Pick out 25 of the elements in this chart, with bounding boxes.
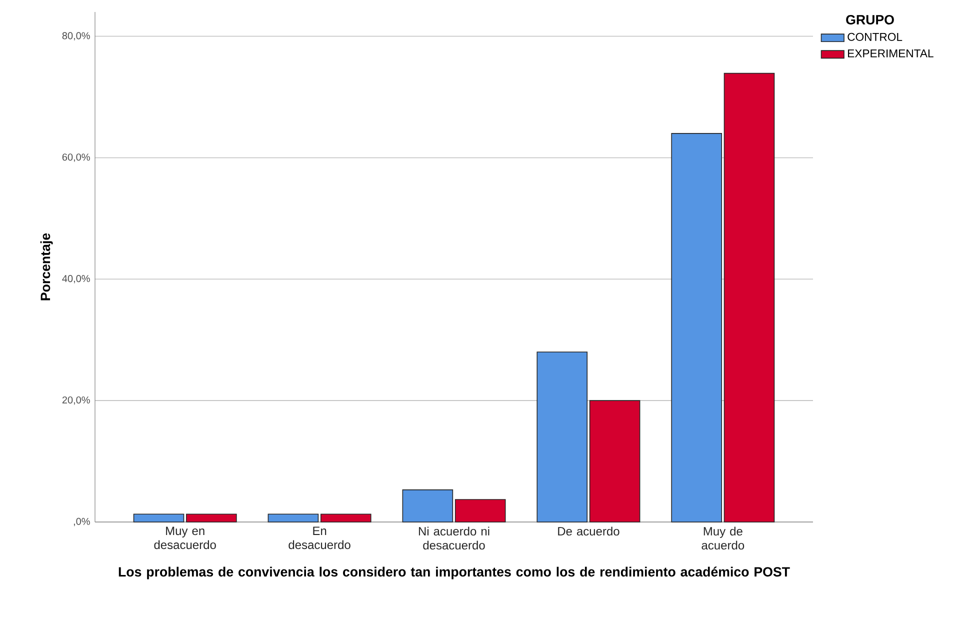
bar bbox=[402, 489, 454, 522]
bar bbox=[268, 514, 319, 522]
bar bbox=[536, 352, 588, 522]
x-tick-label: En desacuerdo bbox=[288, 526, 350, 550]
y-tick-label: 40,0% bbox=[62, 275, 90, 284]
bar bbox=[454, 499, 506, 522]
legend-title: GRUPO bbox=[846, 15, 894, 24]
x-axis-title: Los problemas de convivencia los considero tan importantes como los de rendimiento académico POST bbox=[118, 566, 790, 580]
bar bbox=[671, 133, 722, 522]
legend-label: CONTROL bbox=[848, 32, 902, 41]
x-tick-label: Muy en desacuerdo bbox=[154, 526, 216, 550]
x-tick-label: Ni acuerdo ni desacuerdo bbox=[418, 526, 490, 550]
bar bbox=[589, 400, 640, 522]
y-tick-label: 60,0% bbox=[62, 154, 90, 162]
legend-label: EXPERIMENTAL bbox=[848, 49, 934, 58]
bar bbox=[320, 514, 372, 522]
bar bbox=[186, 514, 237, 522]
y-tick-label: 80,0% bbox=[62, 32, 90, 40]
x-tick-label: De acuerdo bbox=[558, 526, 620, 536]
y-tick-label: ,0% bbox=[74, 518, 90, 526]
bar bbox=[724, 72, 775, 522]
bar bbox=[133, 514, 184, 522]
y-tick-label: 20,0% bbox=[62, 396, 90, 405]
y-axis-title: Porcentaje bbox=[40, 233, 53, 300]
x-tick-label: Muy de acuerdo bbox=[702, 526, 744, 550]
